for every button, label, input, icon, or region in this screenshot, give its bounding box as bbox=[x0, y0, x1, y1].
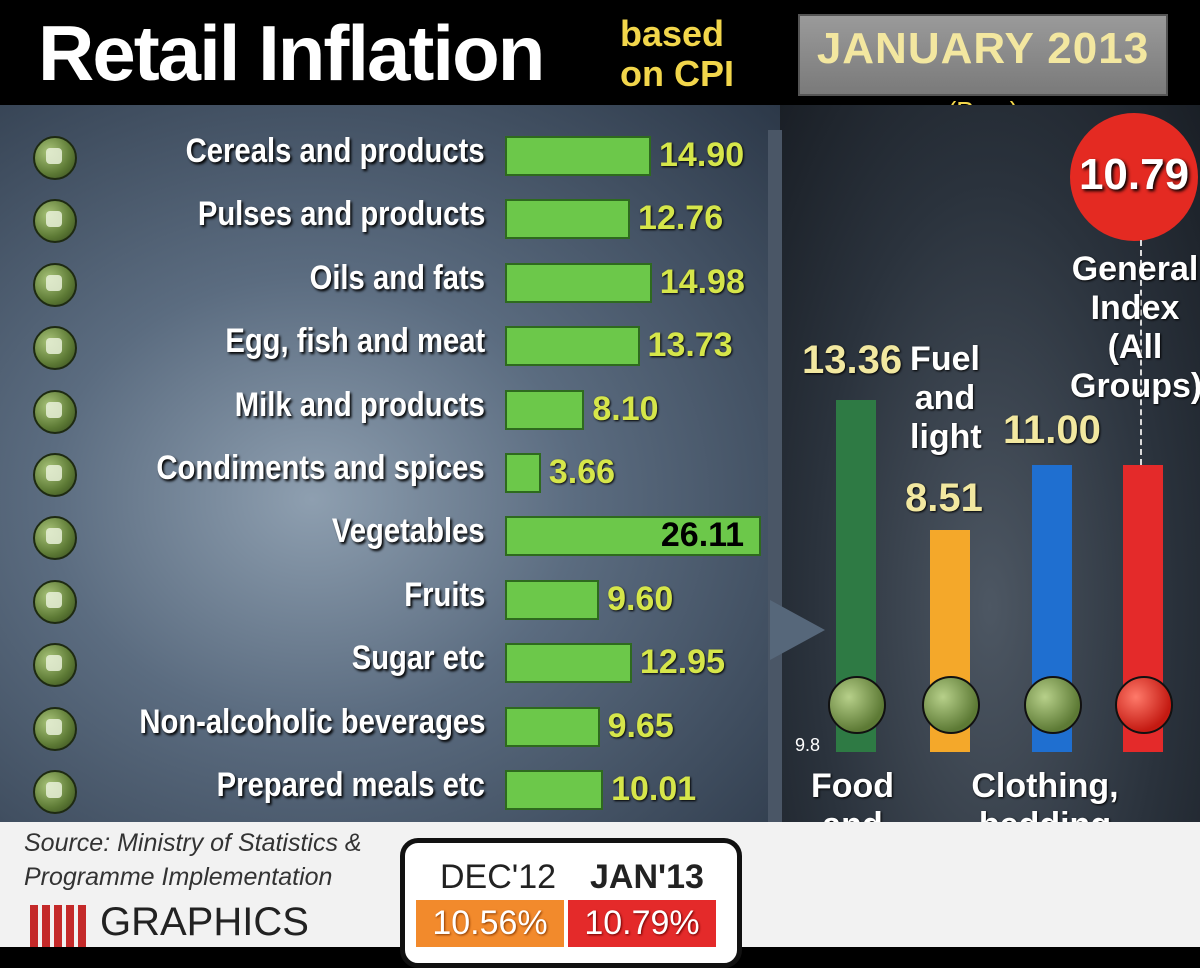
vegetable-icon bbox=[33, 516, 77, 561]
category-value-label: 12.95 bbox=[639, 643, 725, 682]
category-bar bbox=[505, 579, 600, 620]
category-label: Vegetables bbox=[332, 512, 485, 551]
fuel-label-line-1: Fuel bbox=[910, 340, 980, 378]
category-bar bbox=[505, 516, 761, 557]
fruit-icon bbox=[33, 579, 77, 624]
month-label: JANUARY 2013 bbox=[816, 24, 1150, 73]
category-label: Sugar etc bbox=[351, 639, 485, 678]
category-label: Egg, fish and meat bbox=[225, 322, 485, 361]
clothing-label-line-1: Clothing, bbox=[971, 767, 1119, 805]
general-index-value: 10.79 bbox=[1078, 150, 1190, 199]
group-value-label: 8.51 bbox=[905, 476, 983, 520]
general-label-line-3: (All bbox=[1107, 328, 1163, 366]
category-value-label: 3.66 bbox=[548, 453, 616, 491]
spice-icon bbox=[33, 453, 77, 497]
category-label: Condiments and spices bbox=[156, 449, 485, 487]
subtitle-line-1: based bbox=[620, 13, 725, 54]
category-value-label: 10.01 bbox=[611, 770, 697, 808]
pti-logo-icon bbox=[30, 905, 90, 947]
category-value-label: 13.73 bbox=[647, 326, 733, 365]
shirt-icon bbox=[1024, 676, 1082, 734]
milk-icon bbox=[33, 389, 77, 434]
category-bar bbox=[505, 326, 640, 367]
meal-icon bbox=[33, 770, 77, 814]
general-index-label: General Index (All Groups) bbox=[1070, 250, 1200, 406]
category-bar bbox=[505, 136, 652, 176]
category-value-label: 9.60 bbox=[607, 579, 674, 618]
category-value-label: 26.11 bbox=[660, 516, 745, 555]
category-label: Prepared meals etc bbox=[216, 766, 485, 804]
fish-icon bbox=[33, 326, 77, 371]
left-panel-background bbox=[0, 105, 780, 822]
jan-label: JAN'13 bbox=[590, 858, 704, 896]
category-value-label: 8.10 bbox=[592, 389, 659, 428]
trend-icon bbox=[1115, 676, 1173, 734]
general-index-connector bbox=[1140, 240, 1142, 465]
group-value-label: 13.36 bbox=[802, 338, 903, 382]
category-label: Non-alcoholic beverages bbox=[138, 702, 485, 741]
fuel-label-line-2: and bbox=[914, 379, 976, 417]
category-value-label: 9.65 bbox=[607, 706, 674, 745]
category-bar bbox=[505, 706, 600, 747]
dec-value: 10.56% bbox=[416, 900, 564, 947]
category-value-label: 14.90 bbox=[659, 136, 745, 174]
graphics-credit: GRAPHICS bbox=[100, 900, 309, 944]
sugar-icon bbox=[33, 643, 77, 688]
source-line-1: Source: Ministry of Statistics & bbox=[24, 829, 362, 857]
source-line-2: Programme Implementation bbox=[24, 863, 333, 891]
cup-icon bbox=[828, 676, 886, 734]
axis-min-label: 9.8 bbox=[795, 735, 821, 755]
category-bar bbox=[505, 389, 585, 430]
chart-title: Retail Inflation bbox=[38, 9, 545, 97]
subtitle-line-2: on CPI bbox=[620, 53, 734, 94]
group-value-label: 11.00 bbox=[1003, 408, 1101, 452]
category-label: Pulses and products bbox=[197, 195, 485, 234]
category-label: Fruits bbox=[403, 575, 485, 614]
general-label-line-4: Groups) bbox=[1070, 367, 1200, 405]
category-label: Oils and fats bbox=[309, 258, 485, 297]
category-label: Cereals and products bbox=[186, 132, 485, 170]
chart-subtitle: based on CPI bbox=[620, 14, 734, 94]
dec-label: DEC'12 bbox=[440, 858, 557, 896]
grain-icon bbox=[33, 136, 77, 180]
category-value-label: 12.76 bbox=[638, 199, 724, 238]
pulses-icon bbox=[33, 199, 77, 244]
category-bar bbox=[505, 199, 631, 240]
fuel-icon bbox=[922, 676, 980, 734]
month-box bbox=[798, 14, 1168, 96]
jan-value: 10.79% bbox=[568, 900, 716, 947]
fuel-label-line-3: light bbox=[910, 418, 982, 456]
category-value-label: 14.98 bbox=[659, 262, 745, 301]
fuel-light-label: Fuel and light bbox=[910, 340, 982, 457]
source-note: Source: Ministry of Statistics & Program… bbox=[24, 826, 362, 894]
general-label-line-2: Index bbox=[1090, 289, 1180, 327]
general-label-line-1: General bbox=[1071, 250, 1199, 288]
category-bar bbox=[505, 770, 604, 810]
category-bar bbox=[505, 643, 632, 684]
food-label-line-1: Food bbox=[810, 767, 895, 805]
general-index-circle bbox=[1070, 113, 1198, 241]
callout-pointer bbox=[770, 600, 825, 660]
oil-icon bbox=[33, 262, 77, 307]
category-bar bbox=[505, 262, 652, 303]
panel-divider bbox=[768, 130, 782, 822]
category-label: Milk and products bbox=[234, 385, 485, 424]
beverage-icon bbox=[33, 706, 77, 751]
category-bar bbox=[505, 453, 541, 493]
